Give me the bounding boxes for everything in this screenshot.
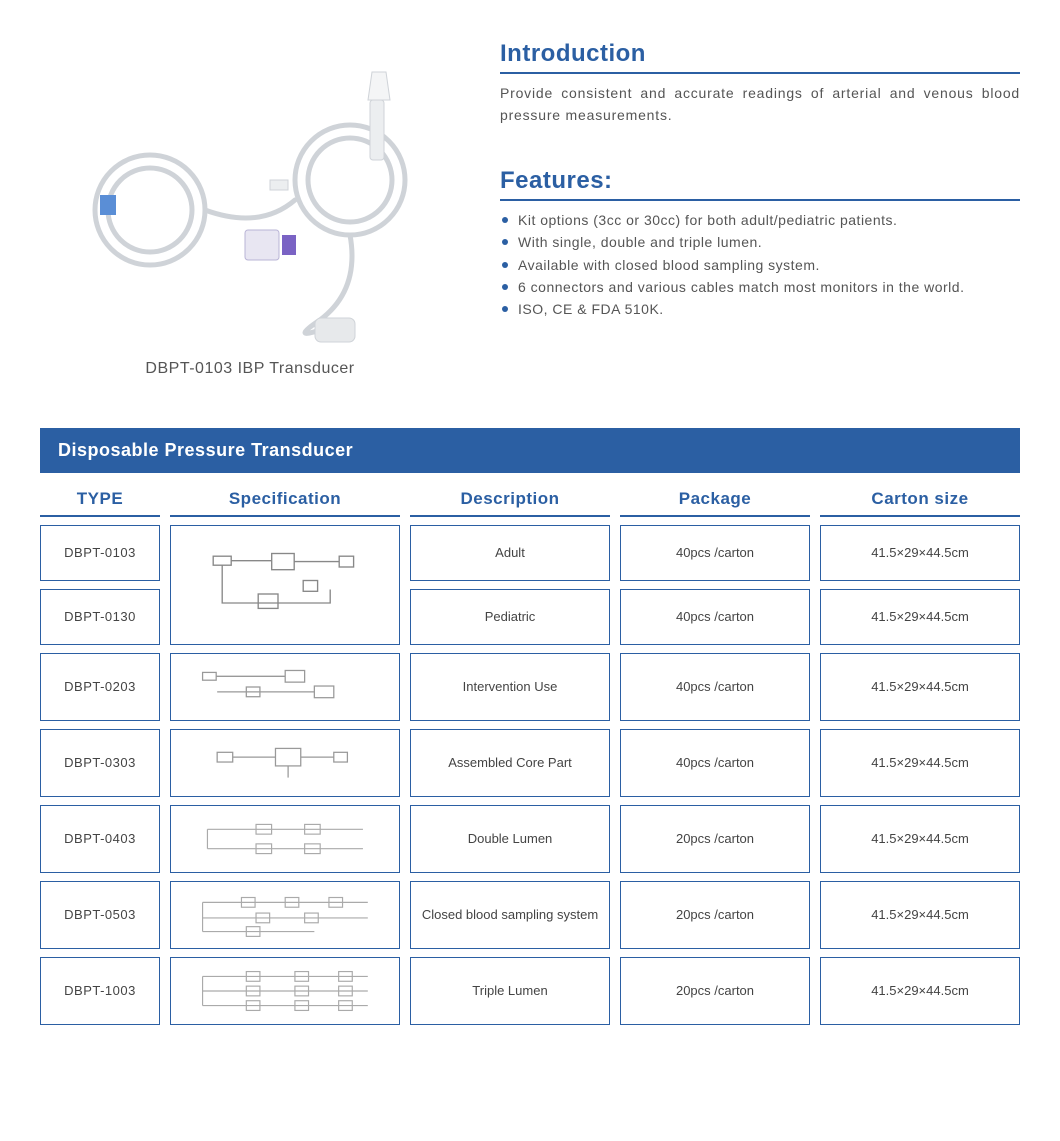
table-row-desc: Double Lumen: [410, 805, 610, 873]
table-row-type: DBPT-0130: [40, 589, 160, 645]
intro-heading: Introduction: [500, 40, 1020, 74]
feature-item: 6 connectors and various cables match mo…: [500, 276, 1020, 298]
table-row-carton: 41.5×29×44.5cm: [820, 653, 1020, 721]
table-row-pkg: 20pcs /carton: [620, 805, 810, 873]
table-row-type: DBPT-0503: [40, 881, 160, 949]
table-row-desc: Pediatric: [410, 589, 610, 645]
table-row-spec: [170, 881, 400, 949]
features-list: Kit options (3cc or 30cc) for both adult…: [500, 209, 1020, 321]
table-row-type: DBPT-0203: [40, 653, 160, 721]
table-row-pkg: 40pcs /carton: [620, 729, 810, 797]
feature-item: With single, double and triple lumen.: [500, 231, 1020, 253]
info-area: Introduction Provide consistent and accu…: [500, 30, 1020, 378]
table-row-spec: [170, 957, 400, 1025]
table-row-desc: Adult: [410, 525, 610, 581]
product-caption: DBPT-0103 IBP Transducer: [40, 360, 460, 378]
table-row-spec: [170, 525, 400, 645]
table-row-pkg: 20pcs /carton: [620, 881, 810, 949]
col-header-pkg: Package: [620, 479, 810, 517]
col-header-carton: Carton size: [820, 479, 1020, 517]
table-row-pkg: 40pcs /carton: [620, 525, 810, 581]
table-row-pkg: 40pcs /carton: [620, 653, 810, 721]
top-section: DBPT-0103 IBP Transducer Introduction Pr…: [40, 30, 1020, 378]
feature-item: ISO, CE & FDA 510K.: [500, 298, 1020, 320]
col-header-spec: Specification: [170, 479, 400, 517]
table-row-carton: 41.5×29×44.5cm: [820, 729, 1020, 797]
table-row-desc: Closed blood sampling system: [410, 881, 610, 949]
col-header-type: TYPE: [40, 479, 160, 517]
intro-text: Provide consistent and accurate readings…: [500, 82, 1020, 127]
table-row-spec: [170, 653, 400, 721]
table-row-pkg: 40pcs /carton: [620, 589, 810, 645]
product-image-area: DBPT-0103 IBP Transducer: [40, 30, 460, 378]
table-row-desc: Assembled Core Part: [410, 729, 610, 797]
table-row-type: DBPT-0103: [40, 525, 160, 581]
table-row-carton: 41.5×29×44.5cm: [820, 805, 1020, 873]
spec-table: TYPE Specification Description Package C…: [40, 479, 1020, 1025]
col-header-desc: Description: [410, 479, 610, 517]
table-row-pkg: 20pcs /carton: [620, 957, 810, 1025]
table-row-carton: 41.5×29×44.5cm: [820, 881, 1020, 949]
table-row-spec: [170, 729, 400, 797]
table-row-spec: [170, 805, 400, 873]
table-row-type: DBPT-0403: [40, 805, 160, 873]
table-row-type: DBPT-1003: [40, 957, 160, 1025]
table-title: Disposable Pressure Transducer: [40, 428, 1020, 473]
feature-item: Kit options (3cc or 30cc) for both adult…: [500, 209, 1020, 231]
table-row-desc: Triple Lumen: [410, 957, 610, 1025]
feature-item: Available with closed blood sampling sys…: [500, 254, 1020, 276]
product-illustration: [60, 30, 440, 350]
table-row-type: DBPT-0303: [40, 729, 160, 797]
table-row-carton: 41.5×29×44.5cm: [820, 957, 1020, 1025]
table-row-desc: Intervention Use: [410, 653, 610, 721]
table-row-carton: 41.5×29×44.5cm: [820, 589, 1020, 645]
table-row-carton: 41.5×29×44.5cm: [820, 525, 1020, 581]
features-heading: Features:: [500, 167, 1020, 201]
